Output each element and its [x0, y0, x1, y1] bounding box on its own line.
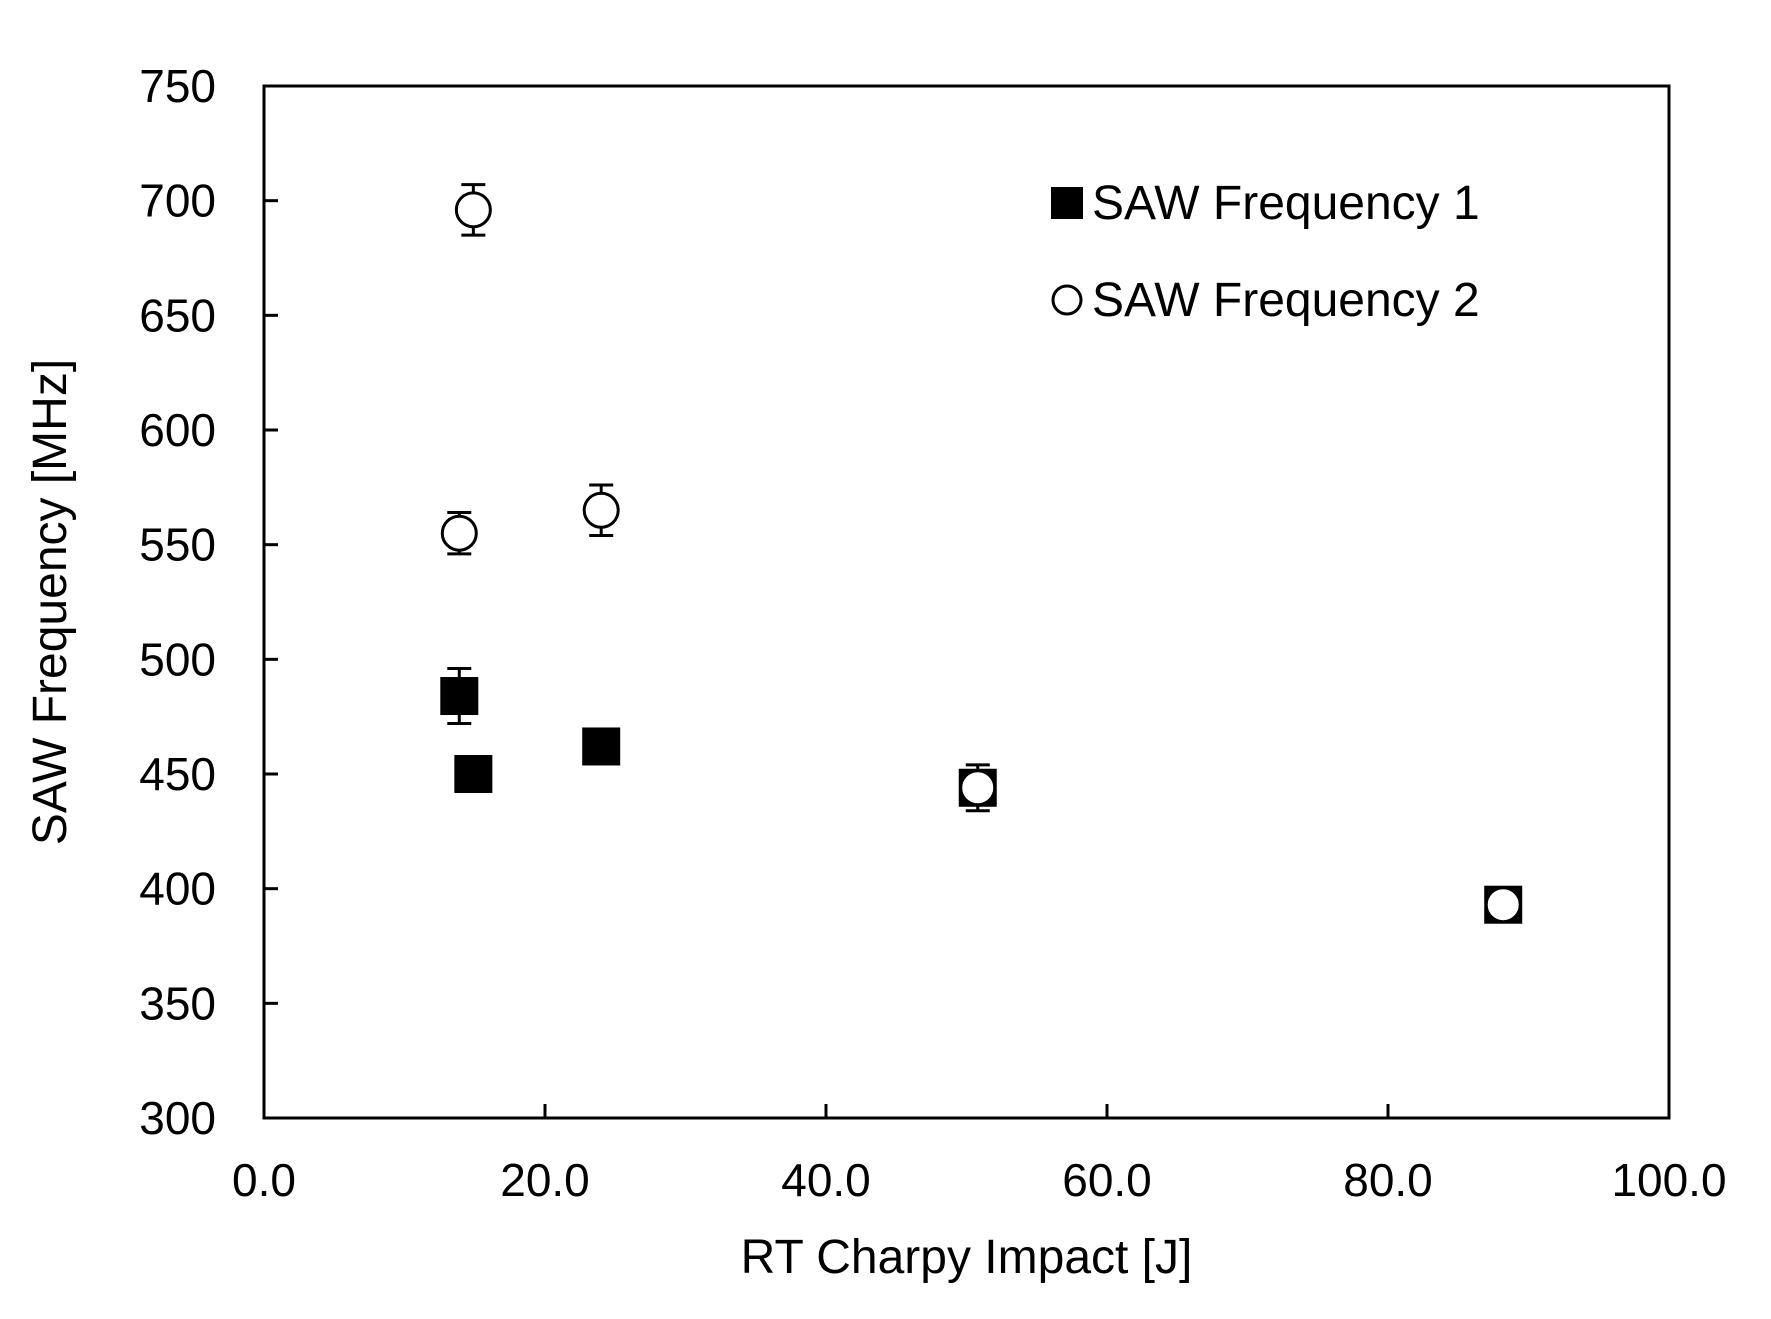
legend: SAW Frequency 1 SAW Frequency 2 — [1051, 177, 1480, 327]
y-tick-label: 600 — [139, 404, 216, 456]
data-point-square — [582, 727, 621, 766]
legend-entry-saw-frequency-1: SAW Frequency 1 — [1092, 177, 1480, 230]
y-axis-ticks: 300 350 400 450 500 550 600 650 700 750 — [139, 60, 278, 1144]
data-point-circle — [959, 769, 997, 807]
x-axis-title: RT Charpy Impact [J] — [741, 1231, 1193, 1284]
y-tick-label: 500 — [139, 633, 216, 685]
legend-marker-circle — [1051, 284, 1083, 316]
x-axis-ticks: 0.0 20.0 40.0 60.0 80.0 100.0 — [232, 1104, 1727, 1206]
x-tick-label: 20.0 — [500, 1154, 590, 1206]
y-axis-title: SAW Frequency [MHz] — [24, 359, 77, 845]
legend-marker-square — [1051, 187, 1083, 219]
x-tick-label: 40.0 — [781, 1154, 871, 1206]
y-tick-label: 700 — [139, 175, 216, 227]
data-point-square — [454, 755, 493, 793]
x-tick-label: 0.0 — [232, 1154, 296, 1206]
x-tick-label: 100.0 — [1611, 1154, 1726, 1206]
y-tick-label: 750 — [139, 60, 216, 112]
y-tick-label: 300 — [139, 1092, 216, 1144]
plot-area-frame — [262, 84, 1671, 1120]
data-point-circle — [582, 491, 620, 529]
data-markers — [440, 191, 1523, 924]
y-tick-label: 400 — [139, 863, 216, 915]
y-tick-label: 450 — [139, 748, 216, 800]
data-point-circle — [1484, 886, 1522, 924]
y-tick-label: 650 — [139, 289, 216, 341]
data-point-square — [440, 677, 479, 716]
y-tick-label: 550 — [139, 519, 216, 571]
data-point-circle — [440, 514, 478, 552]
data-point-circle — [454, 191, 492, 229]
legend-entry-saw-frequency-2: SAW Frequency 2 — [1092, 274, 1480, 327]
y-tick-label: 350 — [139, 977, 216, 1029]
x-tick-label: 60.0 — [1062, 1154, 1152, 1206]
x-tick-label: 80.0 — [1343, 1154, 1433, 1206]
